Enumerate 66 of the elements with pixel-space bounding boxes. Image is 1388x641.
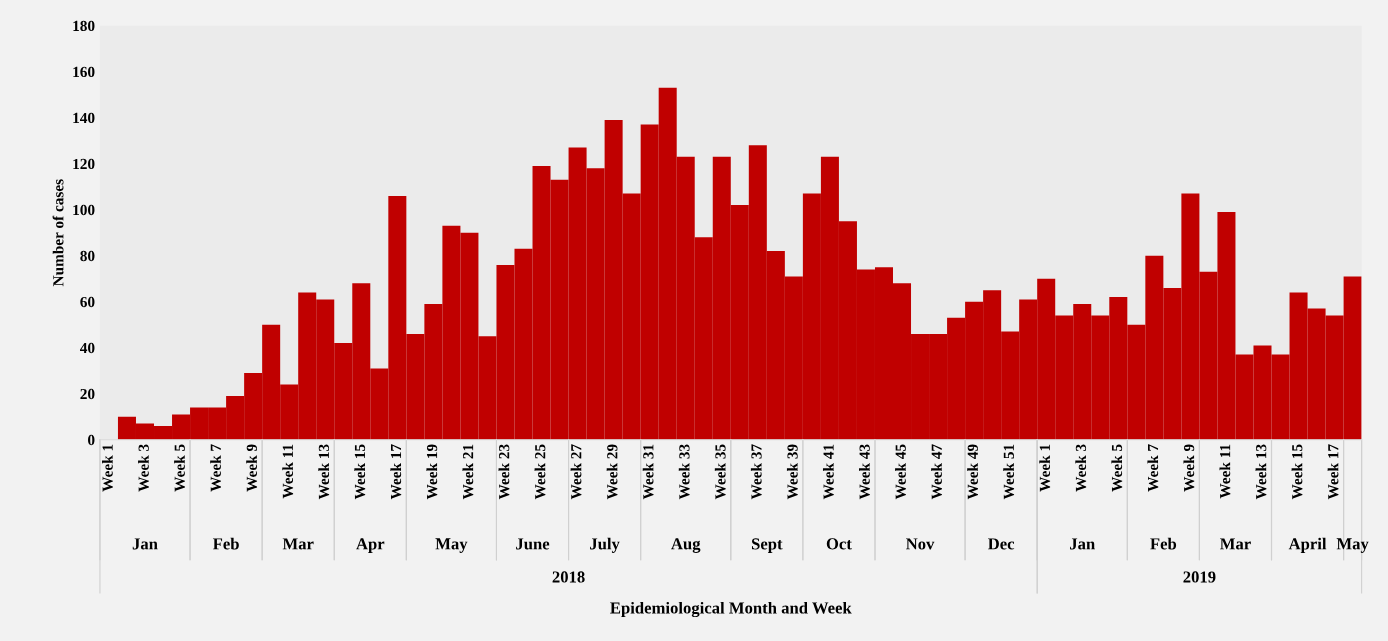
y-tick-label: 20 <box>80 388 95 400</box>
text: July <box>590 537 620 553</box>
text: Aug <box>671 538 701 553</box>
text: May <box>1336 538 1369 553</box>
x-tick-label: Week 35 <box>714 444 726 500</box>
x-tick-label: Week 47 <box>931 444 942 500</box>
x-tick-label: Week 5 <box>1111 444 1123 492</box>
x-tick-label: Week 7 <box>1147 444 1159 492</box>
text: Nov <box>906 538 935 550</box>
x-tick-label: Week 15 <box>354 444 366 500</box>
x-tick-label: Week 29 <box>606 444 618 500</box>
x-tick-label: Week 11 <box>1219 444 1231 499</box>
x-tick-label: Week 13 <box>1255 444 1267 500</box>
text: Feb <box>212 537 239 550</box>
x-tick-label: Week 23 <box>498 444 510 500</box>
y-tick-label: 80 <box>80 250 95 262</box>
x-tick-label: Week 9 <box>1183 444 1195 492</box>
x-tick-label: Week 1 <box>1039 444 1051 492</box>
x-tick-label: Week 9 <box>246 444 258 492</box>
text: Sept <box>751 538 783 553</box>
y-tick-label: 0 <box>88 434 95 446</box>
y-axis-title: Number of cases <box>52 179 64 287</box>
x-tick-label: Week 19 <box>426 444 438 500</box>
x-tick-label: Week 13 <box>318 444 330 500</box>
x-tick-label: Week 39 <box>786 444 798 500</box>
x-tick-label: Week 27 <box>570 444 582 500</box>
x-tick-label: Week 41 <box>822 444 834 500</box>
x-tick-label: Week 1 <box>102 444 113 492</box>
x-tick-label: Week 31 <box>642 444 654 500</box>
y-tick-label: 140 <box>73 112 95 124</box>
text: May <box>435 538 468 553</box>
text: Jan <box>132 538 158 550</box>
text: Feb <box>1150 537 1177 550</box>
x-tick-label: Week 3 <box>138 444 149 492</box>
x-tick-label: Week 3 <box>1075 444 1087 492</box>
x-tick-label: Week 49 <box>967 444 979 500</box>
text: June <box>516 538 550 550</box>
text: Mar <box>1220 538 1251 550</box>
y-tick-label: 60 <box>80 296 95 308</box>
x-tick-label: Week 21 <box>462 444 474 500</box>
x-tick-label: Week 5 <box>174 444 185 492</box>
x-tick-label: Week 15 <box>1291 444 1303 500</box>
x-tick-label: Week 17 <box>390 444 402 500</box>
y-tick-label: 40 <box>80 342 95 354</box>
text: 2018 <box>552 571 585 583</box>
y-tick-label: 120 <box>73 158 95 170</box>
x-tick-label: Week 33 <box>678 444 690 500</box>
x-tick-label: Week 11 <box>282 444 294 499</box>
text: Epidemiological Month and Week <box>610 601 852 618</box>
y-tick-label: 100 <box>73 204 95 216</box>
text: Dec <box>988 538 1015 550</box>
y-tick-label: 180 <box>73 20 95 32</box>
x-tick-label: Week 17 <box>1327 444 1339 500</box>
text: Jan <box>1070 538 1095 550</box>
x-tick-label: Week 7 <box>210 444 221 492</box>
text: April <box>1288 537 1327 553</box>
x-tick-label: Week 25 <box>534 444 546 500</box>
text: Mar <box>282 538 314 550</box>
text: Oct <box>826 538 852 550</box>
text: Apr <box>356 538 385 553</box>
text: 2019 <box>1183 571 1216 583</box>
x-tick-label: Week 51 <box>1003 444 1015 500</box>
x-tick-label: Week 43 <box>859 444 870 500</box>
y-tick-label: 160 <box>73 66 95 78</box>
x-tick-label: Week 45 <box>895 444 906 500</box>
x-tick-label: Week 37 <box>750 444 762 500</box>
